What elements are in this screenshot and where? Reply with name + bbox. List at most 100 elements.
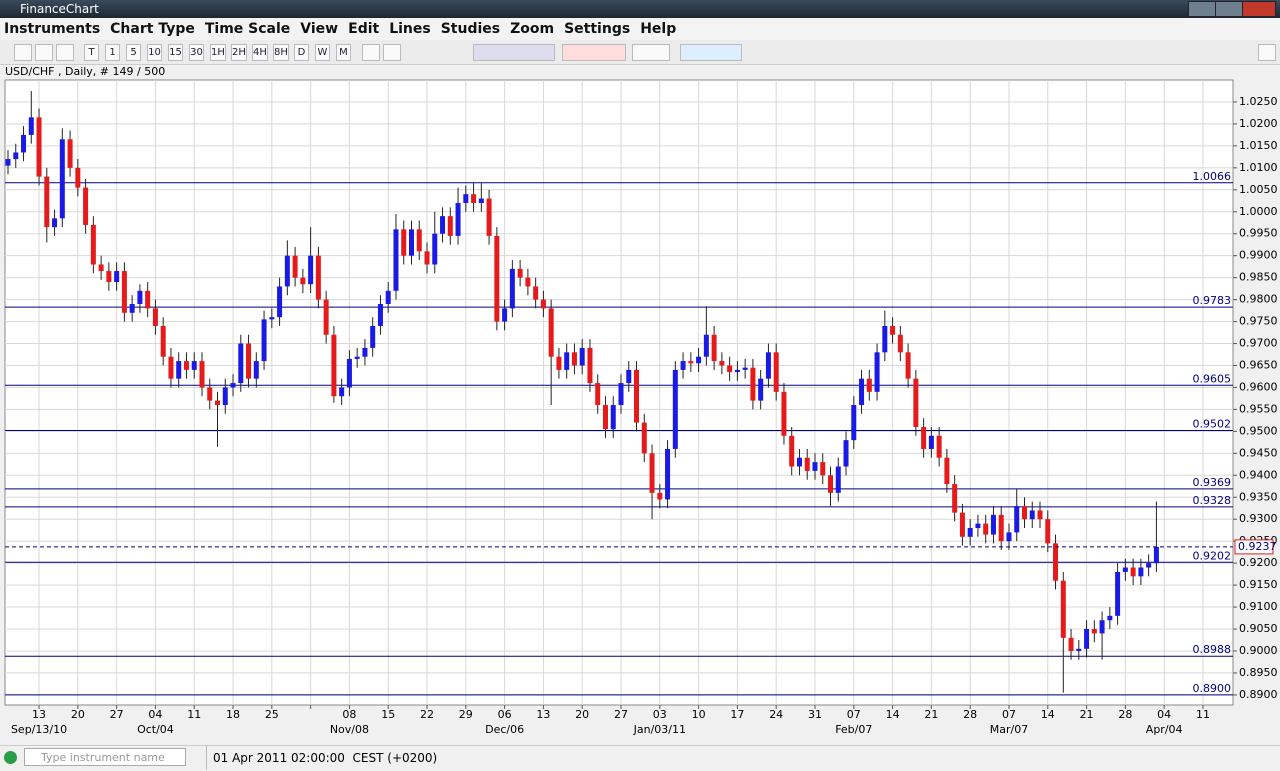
window-controls[interactable]	[1188, 1, 1276, 17]
candle-body	[424, 251, 430, 265]
menu-item[interactable]: Instruments	[4, 21, 101, 37]
title-bar: FinanceChart	[0, 0, 1280, 18]
timeframe-button[interactable]: 2H	[231, 44, 247, 61]
candle-body	[362, 347, 368, 357]
y-tick-label: 1.0100	[1239, 161, 1278, 174]
timeframe-button[interactable]: W	[315, 44, 330, 61]
menu-item[interactable]: Chart Type	[110, 21, 195, 37]
candle-body	[331, 334, 337, 397]
tool-icon[interactable]	[35, 44, 53, 61]
menu-item[interactable]: Help	[640, 21, 677, 37]
candle-body	[416, 229, 422, 252]
y-tick-label: 0.9350	[1239, 490, 1278, 503]
candle-body	[121, 271, 127, 313]
panel-toggle[interactable]	[1258, 44, 1276, 61]
x-tick-label: 04	[148, 708, 162, 721]
candle-body	[564, 352, 570, 370]
candle-body	[253, 361, 259, 379]
candle-body	[665, 448, 671, 500]
last-price-label: 0.9237	[1238, 540, 1277, 553]
timeframe-button[interactable]: 1	[105, 44, 120, 61]
level-label: 0.9202	[1193, 549, 1232, 562]
candle-body	[533, 286, 539, 300]
search-box[interactable]: Type instrument name	[24, 748, 186, 766]
timeframe-button[interactable]: 1H	[210, 44, 226, 61]
candle-body	[859, 378, 865, 406]
maximize[interactable]	[1215, 1, 1243, 17]
timeframe-button[interactable]: T	[84, 44, 99, 61]
menu-item[interactable]: Zoom	[510, 21, 555, 37]
x-tick-label: 07	[1002, 708, 1016, 721]
candle-body	[52, 218, 58, 228]
menu-item[interactable]: Time Scale	[204, 21, 291, 37]
grid-tool[interactable]	[383, 44, 401, 61]
candle-body	[269, 317, 275, 320]
timeframe-button[interactable]: D	[294, 44, 309, 61]
candle-body	[129, 303, 135, 313]
minimize[interactable]	[1188, 1, 1216, 17]
timeframe-button[interactable]: 15	[168, 44, 183, 61]
y-tick-label: 0.9800	[1239, 293, 1278, 306]
candle-body	[5, 159, 11, 166]
candle-body	[346, 358, 352, 388]
candle-body	[781, 391, 787, 436]
menu-item[interactable]: Lines	[389, 21, 431, 37]
menu-item[interactable]: Studies	[440, 21, 501, 37]
candle-body	[1037, 510, 1043, 520]
candle-body	[913, 378, 919, 427]
timeframe-button[interactable]: 8H	[273, 44, 289, 61]
menu-item[interactable]: Edit	[348, 21, 380, 37]
timeframe-button[interactable]: 10	[147, 44, 162, 61]
candle-body	[936, 435, 942, 458]
x-month-label: Nov/08	[330, 723, 369, 736]
candle-body	[370, 325, 376, 348]
candle-body	[711, 334, 717, 362]
x-tick-label: 07	[847, 708, 861, 721]
y-tick-label: 0.9550	[1239, 402, 1278, 415]
tool-icon[interactable]	[56, 44, 74, 61]
candle-body	[765, 352, 771, 379]
candle-body	[983, 523, 989, 535]
timeframe-button[interactable]: M	[336, 44, 351, 61]
candle-body	[1099, 620, 1105, 634]
y-tick-label: 0.9650	[1239, 358, 1278, 371]
candle-body	[998, 514, 1004, 542]
zoom-tools[interactable]	[680, 44, 742, 61]
x-tick-label: 25	[265, 708, 279, 721]
x-tick-label: 13	[32, 708, 46, 721]
timeframe-button[interactable]: 30	[189, 44, 204, 61]
y-tick-label: 0.8950	[1239, 666, 1278, 679]
candle-body	[874, 352, 880, 392]
print-tools[interactable]	[632, 44, 670, 61]
y-tick-label: 0.9850	[1239, 271, 1278, 284]
y-tick-label: 0.9600	[1239, 380, 1278, 393]
line-tools[interactable]	[473, 44, 555, 61]
close[interactable]	[1242, 1, 1276, 17]
delete-tools[interactable]	[562, 44, 626, 61]
crosshair-tool[interactable]	[362, 44, 380, 61]
candle-body	[447, 216, 453, 236]
menu-item[interactable]: View	[300, 21, 339, 37]
candle-body	[579, 347, 585, 366]
x-tick-label: 29	[459, 708, 473, 721]
candle-body	[1029, 510, 1035, 520]
timeframe-button[interactable]: 5	[126, 44, 141, 61]
timeframe-button[interactable]: 4H	[252, 44, 268, 61]
tool-icon[interactable]	[14, 44, 32, 61]
candle-body	[230, 383, 236, 388]
candle-body	[851, 405, 857, 441]
candle-body	[114, 271, 120, 283]
menu-bar: Instruments Chart Type Time Scale View Edit L…	[0, 18, 1280, 40]
candle-body	[843, 440, 849, 467]
candle-body	[595, 383, 601, 406]
candle-body	[83, 187, 89, 225]
y-tick-label: 1.0150	[1239, 139, 1278, 152]
level-label: 0.9605	[1193, 372, 1232, 385]
candle-body	[742, 367, 748, 370]
candle-body	[494, 235, 500, 322]
y-tick-label: 1.0050	[1239, 183, 1278, 196]
candle-body	[106, 271, 112, 283]
menu-item[interactable]: Settings	[564, 21, 631, 37]
candle-body	[502, 308, 508, 322]
y-tick-label: 0.9950	[1239, 227, 1278, 240]
